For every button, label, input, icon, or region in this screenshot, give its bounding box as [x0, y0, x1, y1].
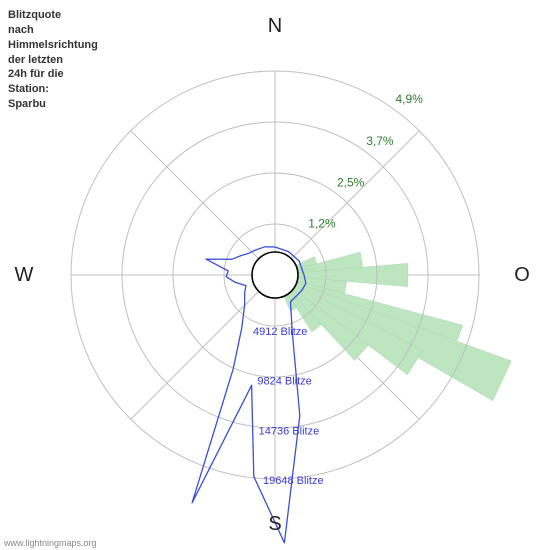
- spoke: [131, 291, 259, 419]
- source-footer: www.lightningmaps.org: [4, 538, 97, 548]
- direction-label-n: N: [268, 15, 282, 37]
- pct-label: 1,2%: [308, 216, 336, 230]
- pct-label: 3,7%: [366, 134, 394, 148]
- spoke: [291, 131, 419, 259]
- count-label: 14736 Blitze: [259, 425, 320, 437]
- direction-label-o: O: [514, 264, 530, 286]
- chart-title: Blitzquote nach Himmelsrichtung der letz…: [8, 8, 98, 112]
- hub: [252, 252, 298, 298]
- pct-label: 2,5%: [337, 176, 365, 190]
- count-label: 4912 Blitze: [253, 326, 307, 338]
- count-label: 9824 Blitze: [257, 376, 311, 388]
- pct-label: 4,9%: [395, 92, 423, 106]
- count-label: 19648 Blitze: [263, 475, 324, 487]
- direction-label-w: W: [15, 264, 34, 286]
- spoke: [131, 131, 259, 259]
- direction-label-s: S: [268, 513, 281, 535]
